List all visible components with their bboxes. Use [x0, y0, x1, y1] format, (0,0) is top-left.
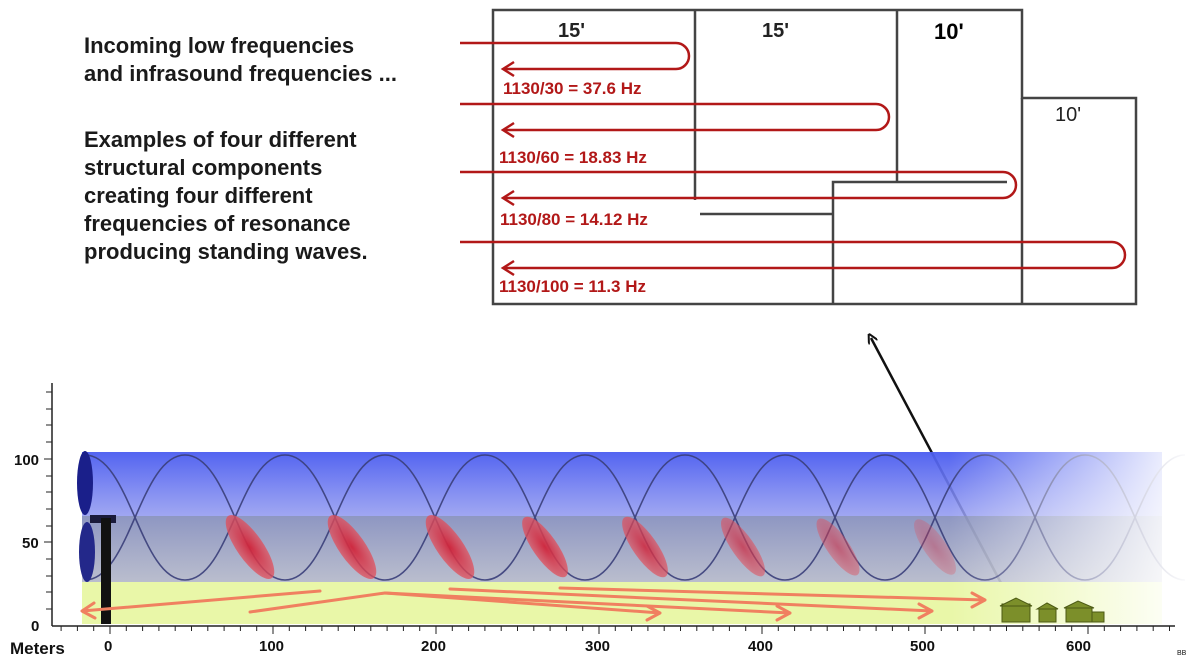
intro-line-1: Incoming low frequencies [84, 33, 355, 58]
reflection-arrow-head-2 [500, 121, 515, 139]
ground-arrow-back [80, 589, 322, 620]
frequency-label-4: 1130/100 = 11.3 Hz [499, 277, 646, 296]
examples-line-1: Examples of four different [84, 127, 357, 152]
ground-arrow-3 [448, 587, 934, 620]
x-tick-200: 200 [421, 638, 446, 655]
house-1 [1001, 603, 1031, 623]
houses [999, 597, 1105, 623]
ground-arrow-2 [383, 591, 792, 622]
reflection-arrow-3 [460, 170, 1018, 200]
house-3-annex [1091, 611, 1105, 623]
house-2 [1038, 607, 1057, 623]
house-3-roof [1063, 600, 1095, 609]
ground-arrows [80, 586, 987, 622]
x-tick-0: 0 [104, 638, 112, 655]
emitter-upper-lobe [77, 451, 93, 515]
examples-line-4: frequencies of resonance [84, 211, 351, 236]
building-section-outline [491, 8, 1138, 306]
x-axis-name: Meters [10, 639, 65, 658]
wave-chart: 100 50 0 Meters 0 100 200 300 400 500 60… [10, 383, 1193, 658]
x-tick-300: 300 [585, 638, 610, 655]
dimension-label-3: 10' [934, 19, 964, 44]
frequency-label-3: 1130/80 = 14.12 Hz [500, 210, 648, 229]
house-1-roof [999, 597, 1033, 607]
house-2-roof [1035, 602, 1059, 610]
frequency-label-1: 1130/30 = 37.6 Hz [503, 79, 641, 98]
house-3 [1065, 606, 1093, 623]
intro-line-2: and infrasound frequencies ... [84, 61, 397, 86]
source-emitter [77, 451, 116, 624]
y-minor-ticks [44, 391, 52, 610]
x-tick-500: 500 [910, 638, 935, 655]
frequency-label-2: 1130/60 = 18.83 Hz [499, 148, 647, 167]
emitter-lower-lobe [79, 522, 95, 582]
section-outer-outline [491, 8, 1138, 306]
credit-initials: BB [1177, 650, 1187, 657]
reflection-arrows [460, 41, 1127, 277]
inner-step [831, 180, 1007, 304]
y-tick-100: 100 [14, 452, 39, 469]
dimension-label-1: 15' [558, 20, 585, 42]
reflection-arrow-head-4 [500, 259, 515, 277]
reflection-arrow-2 [460, 102, 891, 132]
x-minor-ticks [60, 626, 1170, 634]
x-tick-600: 600 [1066, 638, 1091, 655]
examples-line-5: producing standing waves. [84, 239, 368, 264]
examples-line-2: structural components [84, 155, 323, 180]
reflection-arrow-1 [460, 41, 691, 71]
reflection-arrow-4 [460, 240, 1127, 270]
right-fade [82, 440, 1193, 630]
y-tick-50: 50 [22, 535, 39, 552]
dimension-label-4: 10' [1055, 104, 1081, 126]
x-tick-100: 100 [259, 638, 284, 655]
ground-arrow-4 [558, 586, 987, 609]
dimension-label-2: 15' [762, 20, 789, 42]
reflection-arrow-head-3 [500, 189, 515, 207]
examples-line-3: creating four different [84, 183, 313, 208]
reflection-arrow-head-1 [500, 60, 515, 78]
axes [51, 383, 1175, 627]
examples-text: Examples of four different structural co… [84, 126, 368, 266]
y-tick-0: 0 [31, 618, 39, 635]
intro-text: Incoming low frequencies and infrasound … [84, 32, 397, 88]
emitter-tower [101, 518, 111, 624]
x-tick-400: 400 [748, 638, 773, 655]
